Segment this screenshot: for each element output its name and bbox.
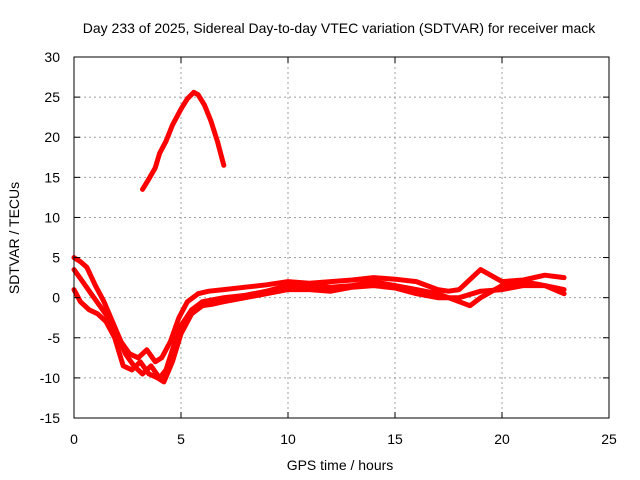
y-tick-label: -15	[40, 410, 60, 426]
x-tick-label: 0	[70, 431, 78, 447]
axes-ticks	[73, 56, 610, 419]
y-tick-label: 15	[44, 169, 60, 185]
plot-series	[71, 89, 567, 385]
x-tick-label: 5	[177, 431, 185, 447]
series-line-2	[71, 267, 567, 381]
y-tick-label: 20	[44, 129, 60, 145]
plot-frame	[73, 56, 610, 419]
x-tick-label: 15	[387, 431, 403, 447]
y-tick-label: -10	[40, 370, 60, 386]
chart-title: Day 233 of 2025, Sidereal Day-to-day VTE…	[83, 20, 596, 36]
x-tick-label: 10	[280, 431, 296, 447]
x-tick-labels: 0 5 10 15 20 25	[70, 431, 617, 447]
y-tick-label: -5	[48, 330, 61, 346]
x-tick-label: 20	[494, 431, 510, 447]
y-tick-label: 30	[44, 49, 60, 65]
series-line-4	[140, 89, 227, 192]
y-tick-label: 10	[44, 209, 60, 225]
series-line-1	[71, 255, 567, 365]
y-axis-label: SDTVAR / TECUs	[6, 182, 22, 294]
y-tick-label: 25	[44, 89, 60, 105]
series-line-3	[71, 283, 567, 385]
y-tick-label: 5	[52, 250, 60, 266]
x-axis-label: GPS time / hours	[287, 457, 394, 473]
grid	[74, 57, 609, 418]
y-tick-label: 0	[52, 290, 60, 306]
y-tick-labels: -15 -10 -5 0 5 10 15 20 25 30	[40, 49, 60, 426]
x-tick-label: 25	[601, 431, 617, 447]
